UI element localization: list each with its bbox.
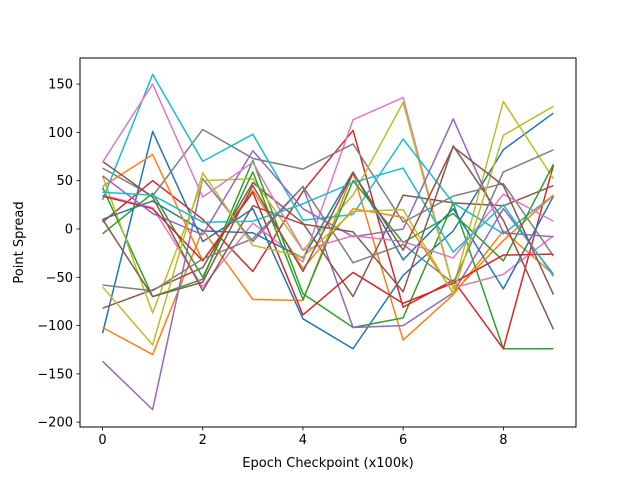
y-tick-label: −50 bbox=[46, 271, 73, 286]
y-tick-label: 150 bbox=[48, 78, 73, 93]
series-line-6 bbox=[102, 181, 554, 309]
series-line-20 bbox=[102, 167, 555, 277]
x-axis-label: Epoch Checkpoint (x100k) bbox=[242, 456, 413, 471]
series-line-19 bbox=[101, 105, 554, 346]
y-tick-label: −200 bbox=[37, 416, 73, 431]
series-line-21 bbox=[101, 146, 555, 298]
x-tick-label: 4 bbox=[299, 433, 307, 448]
axes-frame bbox=[79, 57, 577, 428]
series-line-5 bbox=[102, 178, 555, 411]
series-line-14 bbox=[102, 191, 554, 316]
series-line-16 bbox=[102, 145, 555, 330]
series-line-10 bbox=[101, 73, 554, 235]
y-axis: −200 −150 −100 −50 0 50 100 150 bbox=[37, 78, 80, 431]
series-line-3 bbox=[101, 159, 554, 350]
y-tick-label: 100 bbox=[48, 126, 73, 141]
y-tick-label: −100 bbox=[37, 319, 73, 334]
y-tick-label: 0 bbox=[65, 222, 73, 237]
y-axis-label: Point Spread bbox=[12, 201, 27, 283]
series-line-11 bbox=[102, 171, 555, 290]
x-tick-label: 8 bbox=[499, 433, 507, 448]
x-axis: 0 2 4 6 8 bbox=[98, 427, 507, 448]
y-tick-label: 50 bbox=[56, 174, 73, 189]
x-tick-label: 0 bbox=[98, 433, 106, 448]
series-layer bbox=[101, 73, 555, 411]
x-tick-label: 6 bbox=[399, 433, 407, 448]
series-line-4 bbox=[102, 129, 555, 350]
y-tick-label: −150 bbox=[37, 367, 73, 382]
series-line-8 bbox=[102, 128, 555, 257]
x-tick-label: 2 bbox=[199, 433, 207, 448]
